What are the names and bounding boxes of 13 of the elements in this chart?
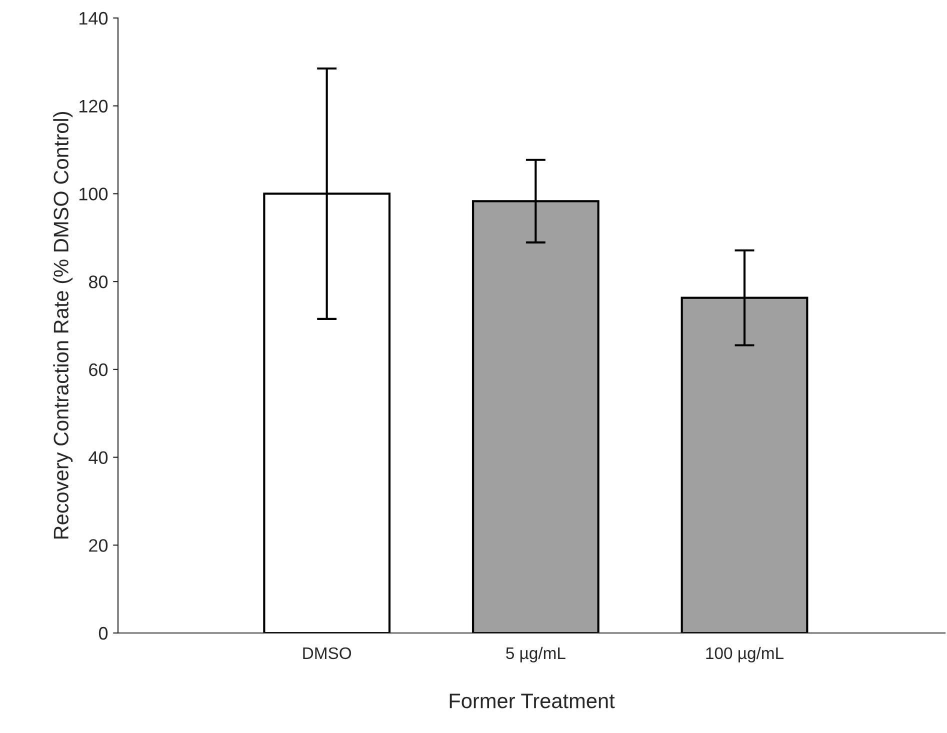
y-tick-label: 60 [89, 363, 108, 376]
y-axis-title: Recovery Contraction Rate (% DMSO Control) [53, 112, 73, 539]
y-tick-label: 120 [80, 100, 108, 113]
x-tick-label: 100 µg/mL [706, 646, 784, 662]
y-tick-label: 140 [80, 12, 108, 25]
y-tick-label: 0 [98, 626, 108, 640]
y-tick-label: 100 [80, 188, 108, 200]
x-axis-title: Former Treatment [450, 694, 615, 708]
y-tick-label: 80 [88, 276, 108, 288]
y-tick-label: 20 [89, 539, 108, 552]
y-tick-label: 40 [88, 451, 108, 464]
x-tick-label: 5 µg/mL [506, 646, 566, 662]
x-tick-label: DMSO [303, 647, 352, 660]
